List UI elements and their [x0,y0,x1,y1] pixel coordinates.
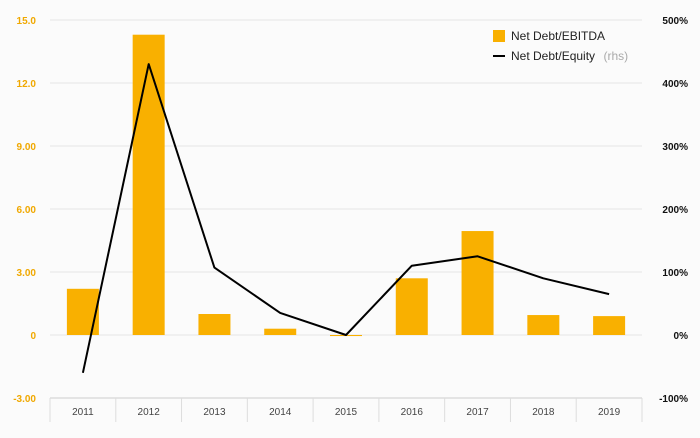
x-tick-label: 2017 [466,407,489,418]
y-left-tick-label: 0 [30,331,36,342]
y-left-tick-label: 3.00 [17,268,37,279]
bar-series [66,34,626,337]
legend-suffix-line: (rhs) [604,49,629,63]
y-right-tick-label: 500% [662,16,688,27]
bar [527,315,560,335]
x-tick-label: 2019 [598,407,621,418]
series-line [81,63,610,374]
y-right-tick-label: 100% [662,268,688,279]
y-left-tick-label: 12.0 [17,79,37,90]
bar [461,231,494,335]
y-right-tick-label: 200% [662,205,688,216]
x-tick-label: 2018 [532,407,555,418]
legend-swatch-bar [493,30,505,42]
bar [198,314,231,335]
x-tick-label: 2014 [269,407,292,418]
line-series [81,63,610,374]
x-tick-label: 2016 [401,407,424,418]
y-left-tick-label: 9.00 [17,142,37,153]
legend-label-line: Net Debt/Equity [511,49,595,63]
bar [395,278,428,335]
x-tick-label: 2015 [335,407,358,418]
legend-label-bar: Net Debt/EBITDA [511,29,605,43]
x-tick-label: 2012 [138,407,161,418]
bar [593,316,626,335]
x-tick-label: 2011 [72,407,94,418]
bar [264,328,297,335]
y-right-tick-label: 400% [662,79,688,90]
legend-entry-line: Net Debt/Equity (rhs) [511,47,628,64]
bar [132,34,165,335]
y-left-tick-label: 6.00 [17,205,37,216]
axes: 15.0 12.0 9.00 6.00 3.00 0 -3.00 500% 400% 300% 20… [13,16,688,422]
y-left-tick-label: 15.0 [17,16,37,27]
y-right-tick-label: 300% [662,142,688,153]
bar [66,288,99,335]
x-tick-label: 2013 [203,407,226,418]
y-left-tick-label: -3.00 [13,394,36,405]
y-right-tick-label: 0% [674,331,689,342]
y-right-tick-label: -100% [659,394,688,405]
legend: Net Debt/EBITDA Net Debt/Equity (rhs) [493,29,628,64]
